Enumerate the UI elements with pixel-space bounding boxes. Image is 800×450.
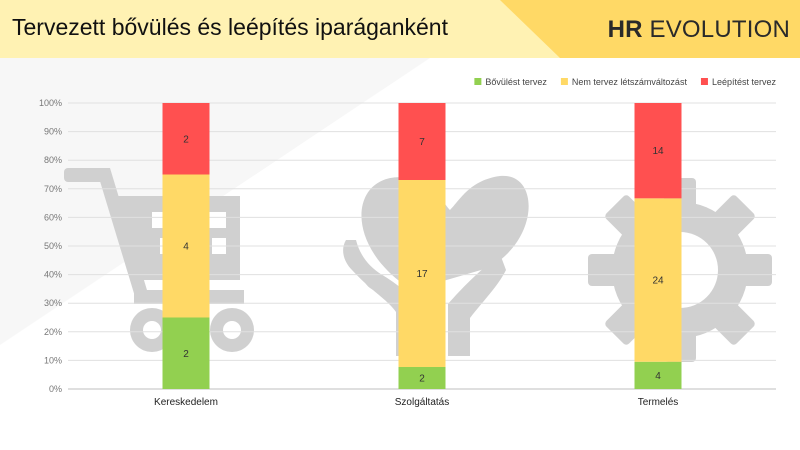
legend-swatch bbox=[560, 78, 568, 85]
data-label: 7 bbox=[419, 137, 425, 148]
y-tick-label: 60% bbox=[44, 212, 62, 222]
category-label: Szolgáltatás bbox=[395, 397, 449, 408]
y-tick-label: 20% bbox=[44, 327, 62, 337]
bar-segment bbox=[398, 367, 446, 389]
legend-item: Leépítést tervez bbox=[700, 77, 777, 87]
y-tick-label: 50% bbox=[44, 241, 62, 251]
legend-swatch bbox=[474, 78, 482, 85]
bar-segment bbox=[162, 103, 210, 175]
chart-bars bbox=[162, 103, 682, 389]
data-label: 24 bbox=[652, 276, 664, 287]
brand-logo: HR EVOLUTION bbox=[608, 16, 790, 44]
y-tick-label: 10% bbox=[44, 355, 62, 365]
bar-segment bbox=[162, 174, 210, 318]
legend-label: Leépítést tervez bbox=[712, 77, 777, 87]
data-label: 14 bbox=[652, 146, 664, 157]
y-tick-label: 30% bbox=[44, 298, 62, 308]
y-tick-label: 100% bbox=[39, 98, 62, 108]
chart-labels: 242Kereskedelem2177Szolgáltatás42414Term… bbox=[154, 134, 678, 408]
y-tick-label: 40% bbox=[44, 270, 62, 280]
brand-logo-evolution: EVOLUTION bbox=[642, 16, 790, 43]
bar-segment bbox=[634, 198, 682, 362]
y-tick-label: 70% bbox=[44, 184, 62, 194]
bar-segment bbox=[634, 361, 682, 389]
legend-swatch bbox=[700, 78, 708, 85]
y-tick-label: 90% bbox=[44, 127, 62, 137]
category-label: Termelés bbox=[638, 397, 679, 408]
data-label: 2 bbox=[419, 374, 425, 385]
legend-label: Nem tervez létszámváltozást bbox=[572, 77, 688, 87]
chart-legend: Bővülést tervez Nem tervez létszámváltozá… bbox=[474, 77, 776, 87]
header-accent bbox=[500, 0, 800, 58]
y-tick-label: 80% bbox=[44, 155, 62, 165]
data-label: 4 bbox=[655, 371, 661, 382]
data-label: 4 bbox=[183, 242, 189, 253]
legend-label: Bővülést tervez bbox=[485, 77, 547, 87]
bar-segment bbox=[398, 180, 446, 367]
bar-segment bbox=[162, 317, 210, 389]
data-label: 2 bbox=[183, 134, 189, 145]
legend-item: Nem tervez létszámváltozást bbox=[560, 77, 688, 87]
data-label: 2 bbox=[183, 349, 189, 360]
bar-segment bbox=[398, 103, 446, 180]
y-tick-label: 0% bbox=[49, 384, 62, 394]
category-label: Kereskedelem bbox=[154, 397, 218, 408]
brand-logo-hr: HR bbox=[607, 16, 643, 43]
page-title: Tervezett bővülés és leépítés iparáganké… bbox=[12, 14, 448, 40]
legend-item: Bővülést tervez bbox=[474, 77, 547, 87]
data-label: 17 bbox=[416, 269, 428, 280]
bar-segment bbox=[634, 103, 682, 199]
